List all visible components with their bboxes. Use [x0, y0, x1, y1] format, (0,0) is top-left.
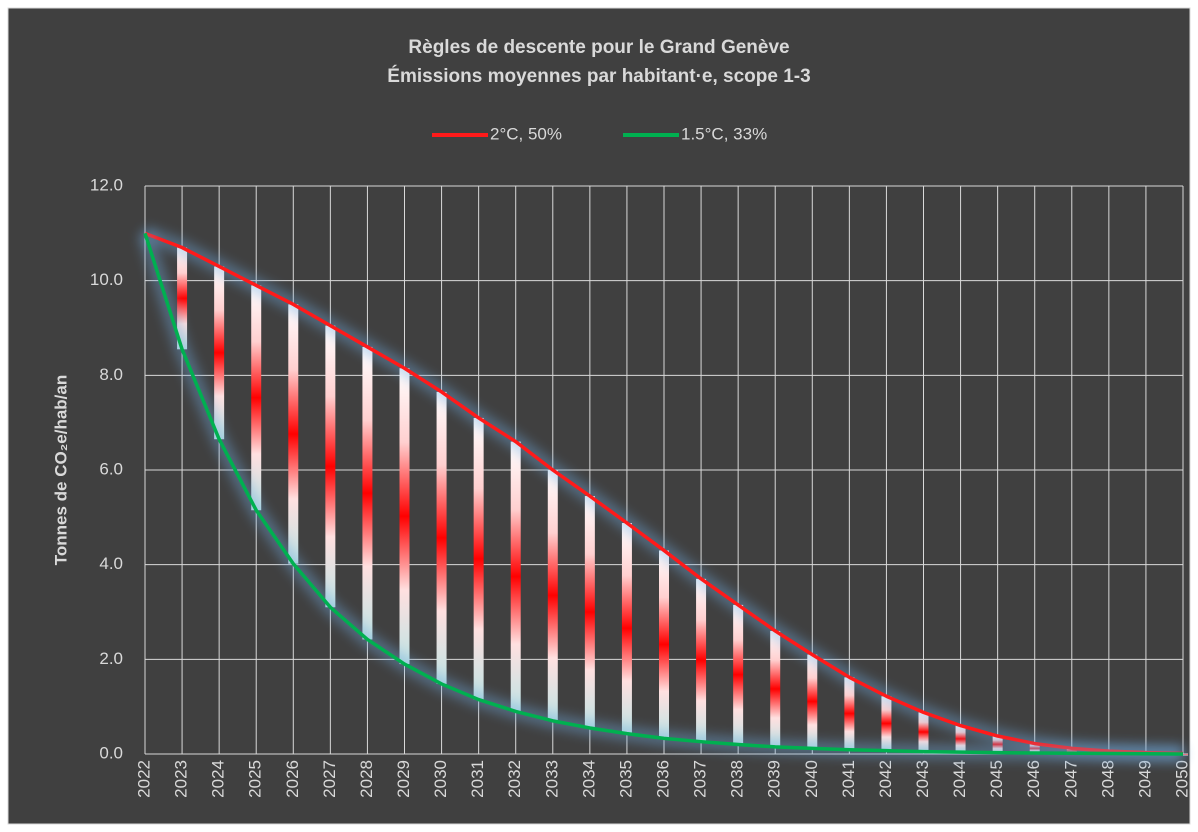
range-bar — [807, 654, 818, 749]
range-bar — [696, 578, 707, 742]
y-tick-label: 10.0 — [90, 270, 123, 289]
line — [143, 232, 1184, 756]
range-bar — [547, 470, 558, 721]
x-tick-label: 2041 — [839, 760, 858, 798]
legend-label: 1.5°C, 33% — [681, 124, 767, 143]
range-bar — [473, 417, 484, 700]
x-tick-label: 2046 — [1024, 760, 1043, 798]
range-bar — [621, 523, 632, 734]
range-bar — [251, 285, 262, 511]
range-bar — [288, 304, 299, 564]
y-tick-label: 8.0 — [99, 365, 123, 384]
chart-background — [7, 7, 1191, 825]
x-tick-label: 2025 — [246, 760, 265, 798]
line — [144, 231, 1184, 756]
x-tick-label: 2038 — [728, 760, 747, 798]
range-bar — [399, 368, 410, 665]
x-tick-label: 2042 — [876, 760, 895, 798]
y-tick-label: 4.0 — [99, 554, 123, 573]
x-tick-label: 2044 — [950, 760, 969, 798]
x-tick-label: 2024 — [209, 760, 228, 798]
x-tick-label: 2045 — [987, 760, 1006, 798]
x-tick-label: 2027 — [320, 760, 339, 798]
chart-title: Règles de descente pour le Grand Genève — [408, 37, 789, 58]
range-bar — [659, 550, 669, 739]
range-bar — [955, 725, 966, 753]
x-tick-label: 2026 — [283, 760, 302, 798]
range-bar — [881, 696, 892, 751]
range-bar — [918, 712, 929, 752]
x-tick-label: 2039 — [765, 760, 784, 798]
range-bar — [214, 266, 225, 440]
x-tick-label: 2030 — [431, 760, 450, 798]
y-tick-label: 0.0 — [99, 743, 123, 762]
x-tick-label: 2043 — [913, 760, 932, 798]
x-tick-label: 2031 — [468, 760, 487, 798]
legend-label: 2°C, 50% — [490, 124, 562, 143]
y-axis-label: Tonnes de CO₂e/hab/an — [51, 375, 70, 566]
range-bar — [510, 441, 521, 712]
x-tick-label: 2028 — [357, 760, 376, 798]
x-tick-label: 2032 — [505, 760, 524, 798]
x-tick-label: 2037 — [691, 760, 710, 798]
x-tick-label: 2048 — [1098, 760, 1117, 798]
range-bar — [362, 346, 373, 640]
x-tick-label: 2022 — [134, 760, 153, 798]
x-tick-label: 2049 — [1135, 760, 1154, 798]
range-bar — [436, 391, 447, 684]
x-tick-label: 2047 — [1061, 760, 1080, 798]
range-bar — [733, 604, 744, 745]
range-bar — [770, 630, 781, 747]
y-tick-label: 12.0 — [90, 175, 123, 194]
x-tick-label: 2033 — [542, 760, 561, 798]
x-tick-label: 2050 — [1172, 760, 1191, 798]
chart-subtitle: Émissions moyennes par habitant·e, scope… — [387, 65, 810, 87]
x-tick-label: 2023 — [172, 760, 191, 798]
range-bar — [177, 247, 188, 350]
range-bar — [844, 677, 855, 750]
range-bar — [992, 736, 1003, 753]
y-tick-label: 2.0 — [99, 649, 123, 668]
x-tick-label: 2040 — [802, 760, 821, 798]
y-tick-label: 6.0 — [99, 459, 123, 478]
x-tick-label: 2029 — [394, 760, 413, 798]
x-tick-label: 2034 — [579, 760, 598, 798]
range-bar — [584, 496, 595, 728]
x-tick-label: 2036 — [653, 760, 672, 798]
range-bar — [1178, 753, 1188, 756]
range-bar — [325, 325, 336, 608]
x-tick-label: 2035 — [616, 760, 635, 798]
